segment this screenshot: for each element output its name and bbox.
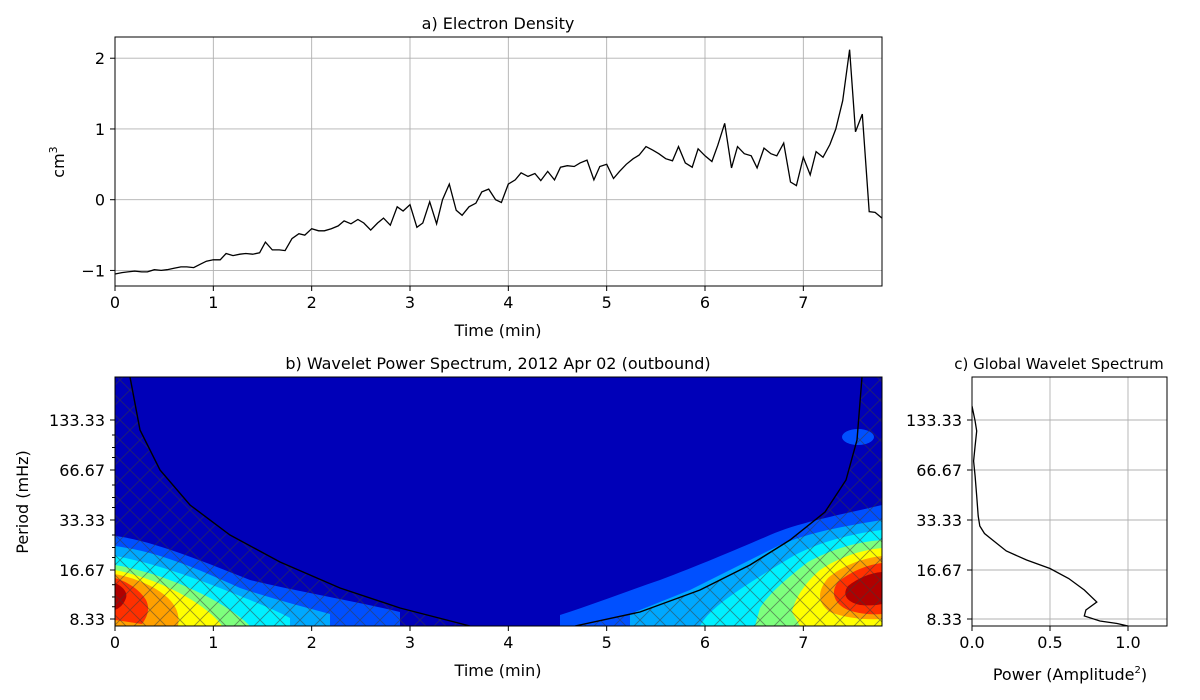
panel-c-x-tick-label: 0.0 [959, 633, 984, 652]
panel-c: 0.0 0.5 1.0 133.33 66.67 33.33 16.67 8.33 c) Gl… [906, 355, 1168, 684]
panel-a-x-tick-label: 0 [110, 293, 120, 312]
panel-b-y-tick-label: 133.33 [49, 411, 105, 430]
panel-c-y-tick-label: 133.33 [906, 411, 962, 430]
panel-a-y-label-sup: 3 [47, 146, 60, 153]
panel-a-y-tick-label: 2 [95, 49, 105, 68]
panel-b-frame [114, 376, 883, 627]
panel-c-ticks: 0.0 0.5 1.0 133.33 66.67 33.33 16.67 8.33 [906, 411, 1141, 652]
panel-c-x-label-text: Power (Amplitude [993, 665, 1135, 684]
panel-a-frame [114, 36, 883, 287]
coi-line-left [129, 377, 471, 626]
panel-b-x-tick-label: 5 [602, 633, 612, 652]
panel-c-x-tick-label: 1.0 [1115, 633, 1140, 652]
panel-a-y-label: cm3 [47, 146, 68, 177]
panel-b: 0 1 2 3 4 5 6 7 133.33 66.67 33.33 16.67 8.33 b) Wav… [13, 354, 883, 680]
panel-b-y-tick-label: 16.67 [59, 561, 105, 580]
panel-b-title: b) Wavelet Power Spectrum, 2012 Apr 02 (… [285, 354, 710, 373]
panel-a-x-tick-label: 4 [503, 293, 513, 312]
panel-a-x-tick-label: 5 [602, 293, 612, 312]
panel-a-x-tick-label: 1 [208, 293, 218, 312]
panel-c-y-tick-label: 66.67 [916, 461, 962, 480]
panel-a-y-tick-label: −1 [81, 261, 105, 280]
panel-c-y-tick-label: 16.67 [916, 561, 962, 580]
panel-a-y-tick-label: 1 [95, 120, 105, 139]
panel-c-y-tick-label: 8.33 [926, 610, 962, 629]
coi-line-right [574, 377, 863, 626]
panel-a-x-tick-label: 3 [405, 293, 415, 312]
panel-a-grid [114, 37, 882, 286]
coi-hatch-left [115, 377, 470, 626]
panel-a-ticks: 0 1 2 3 4 5 6 7 −1 0 1 2 [81, 49, 808, 312]
global-wavelet-line [972, 405, 1129, 626]
panel-b-y-tick-label: 33.33 [59, 511, 105, 530]
coi-hatch-right [575, 377, 882, 626]
panel-c-x-label-sup: 2 [1135, 665, 1141, 676]
panel-a-y-label-text: cm [49, 153, 68, 177]
panel-c-x-label: Power (Amplitude2) [993, 665, 1147, 684]
panel-b-x-tick-label: 4 [503, 633, 513, 652]
panel-b-y-tick-label: 8.33 [69, 610, 105, 629]
panel-a-x-label: Time (min) [454, 321, 542, 340]
panel-c-x-tick-label: 0.5 [1037, 633, 1062, 652]
panel-c-x-label-tail: ) [1141, 665, 1147, 684]
panel-b-x-tick-label: 1 [208, 633, 218, 652]
panel-b-ticks: 0 1 2 3 4 5 6 7 133.33 66.67 33.33 16.67 8.33 [49, 411, 808, 652]
panel-a-title: a) Electron Density [422, 14, 575, 33]
panel-a-x-tick-label: 2 [307, 293, 317, 312]
panel-b-x-tick-label: 2 [307, 633, 317, 652]
electron-density-line [115, 49, 882, 275]
panel-a-x-tick-label: 7 [798, 293, 808, 312]
panel-a-x-tick-label: 6 [700, 293, 710, 312]
panel-c-frame [971, 376, 1168, 627]
panel-c-title: c) Global Wavelet Spectrum [954, 355, 1163, 373]
panel-c-y-tick-label: 33.33 [916, 511, 962, 530]
panel-a-y-tick-label: 0 [95, 191, 105, 210]
panel-b-y-label: Period (mHz) [13, 450, 32, 553]
panel-a: 0 1 2 3 4 5 6 7 −1 0 1 2 a) Electron Density Time (… [47, 14, 883, 340]
wavelet-power-field [115, 377, 882, 626]
panel-b-y-tick-label: 66.67 [59, 461, 105, 480]
panel-b-x-tick-label: 7 [798, 633, 808, 652]
panel-b-x-tick-label: 0 [110, 633, 120, 652]
panel-b-x-label: Time (min) [454, 661, 542, 680]
panel-b-x-tick-label: 6 [700, 633, 710, 652]
panel-c-grid [971, 377, 1167, 626]
panel-b-x-tick-label: 3 [405, 633, 415, 652]
